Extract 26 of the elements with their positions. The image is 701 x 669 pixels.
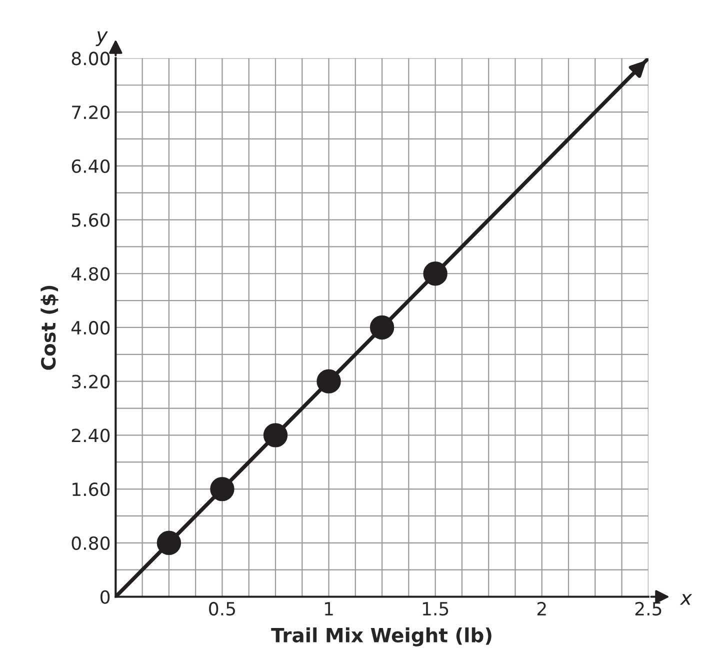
y-tick-label: 6.40 xyxy=(72,159,110,174)
y-tick-label: 5.60 xyxy=(72,213,110,227)
y-axis-title: Cost ($) xyxy=(40,286,58,370)
point xyxy=(263,423,288,448)
point xyxy=(156,530,182,555)
y-tick-label: 7.20 xyxy=(72,106,110,120)
x-tick-label: 2 xyxy=(537,602,546,616)
x-axis-title: Trail Mix Weight (lb) xyxy=(271,627,492,646)
y-tick-label: 0 xyxy=(100,590,110,604)
point xyxy=(370,315,394,340)
y-tick-label: 2.40 xyxy=(72,428,110,442)
point xyxy=(210,476,234,502)
x-tick-label: 1 xyxy=(325,602,333,616)
x-tick-label: 0.5 xyxy=(209,602,235,616)
text: y xyxy=(96,31,108,46)
y-tick-label: 4.00 xyxy=(71,320,110,335)
x-tick-label: 2.5 xyxy=(635,602,662,616)
point xyxy=(423,262,448,286)
x-tick-label: 1.5 xyxy=(422,602,448,616)
y-tick-label: 3.20 xyxy=(72,374,110,388)
y-tick-label: 1.60 xyxy=(72,482,110,496)
y-tick-label: 8.00 xyxy=(72,52,110,66)
y-tick-label: 4.80 xyxy=(71,267,110,281)
point xyxy=(316,369,341,394)
y-tick-label: 0.80 xyxy=(72,536,110,550)
text: x xyxy=(680,594,692,605)
